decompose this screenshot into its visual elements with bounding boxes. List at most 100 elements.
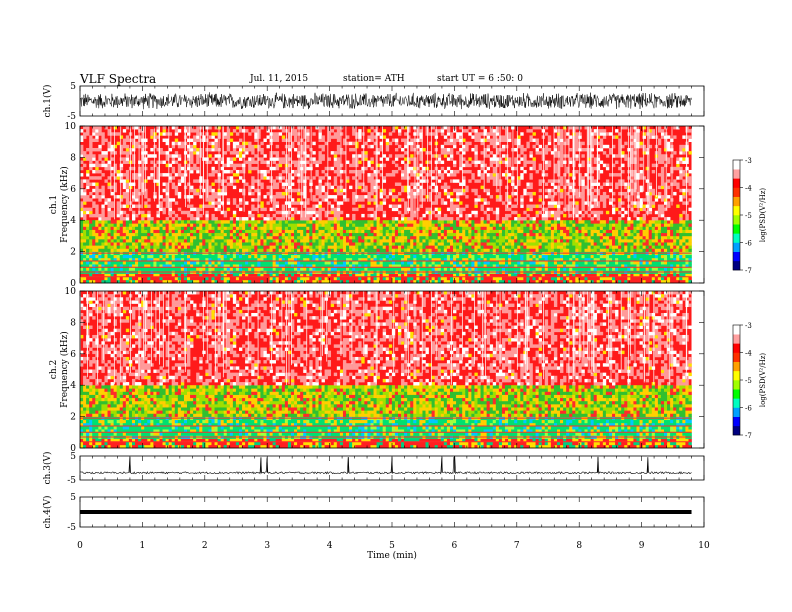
spectrogram-cell (346, 254, 350, 259)
spectrogram-cell (235, 141, 240, 146)
spectrogram-cell (492, 135, 497, 139)
spectrogram-cell (306, 257, 310, 262)
spectrogram-cell (159, 245, 163, 249)
spectrogram-cell (165, 232, 169, 237)
spectrogram-cell (287, 223, 292, 227)
spectrogram-cell (294, 276, 298, 281)
spectrogram-cell (443, 213, 448, 218)
spectrogram-cell (98, 261, 102, 265)
spectrogram-cell (196, 264, 200, 268)
spectrogram-cell (514, 191, 518, 196)
spectrogram-cell (486, 217, 491, 221)
spectrogram-cell (416, 276, 420, 281)
spectrogram-cell (190, 273, 194, 278)
spectrogram-cell (523, 264, 527, 268)
spectrogram-cell (147, 276, 151, 281)
spectrogram-cell (287, 147, 292, 152)
spectrogram-cell (514, 217, 518, 221)
spectrogram-cell (290, 232, 295, 237)
spectrogram-cell (174, 129, 179, 133)
spectrogram-cell (456, 191, 460, 196)
spectrogram-cell (254, 276, 258, 281)
spectrogram-cell (382, 273, 387, 278)
spectrogram-cell (199, 220, 203, 224)
spectrogram-cell (107, 182, 111, 186)
spectrogram-cell (453, 254, 457, 259)
spectrogram-cell (379, 248, 384, 252)
spectrogram-cell (138, 160, 142, 164)
spectrogram-cell (171, 176, 176, 180)
spectrogram-cell (456, 267, 460, 271)
spectrogram-cell (486, 220, 491, 224)
spectrogram-cell (480, 248, 484, 252)
spectrogram-cell (168, 235, 173, 240)
spectrogram-cell (367, 267, 371, 271)
spectrogram-cell (131, 242, 136, 246)
spectrogram-cell (440, 239, 445, 243)
spectrogram-cell (523, 223, 527, 227)
spectrogram-cell (223, 257, 228, 262)
spectrogram-cell (505, 213, 509, 218)
spectrogram-cell (144, 188, 148, 193)
spectrogram-cell (272, 229, 276, 234)
spectrogram-cell (297, 226, 301, 230)
spectrogram-cell (489, 257, 494, 262)
spectrogram-cell (162, 151, 166, 155)
spectrogram-cell (355, 198, 359, 202)
spectrogram-cell (462, 273, 466, 278)
spectrogram-cell (462, 235, 466, 240)
spectrogram-cell (89, 226, 93, 230)
spectrogram-cell (235, 245, 240, 249)
spectrogram-cell (330, 257, 335, 262)
spectrogram-cell (520, 223, 524, 227)
spectrogram-cell (443, 169, 448, 174)
spectrogram-cell (162, 210, 166, 215)
spectrogram-cell (199, 154, 203, 158)
spectrogram-cell (434, 239, 439, 243)
spectrogram-cell (407, 235, 411, 240)
spectrogram-cell (86, 198, 90, 202)
spectrogram-cell (486, 261, 491, 265)
spectrogram-cell (440, 185, 445, 190)
spectrogram-cell (245, 276, 249, 281)
spectrogram-cell (260, 239, 264, 243)
spectrogram-cell (266, 232, 270, 237)
plot-title: VLF Spectra (80, 72, 157, 86)
spectrogram-cell (367, 198, 371, 202)
spectrogram-cell (290, 235, 295, 240)
spectrogram-cell (238, 126, 243, 130)
spectrogram-cell (199, 242, 203, 246)
spectrogram-cell (388, 232, 393, 237)
spectrogram-cell (495, 129, 500, 133)
spectrogram-cell (287, 257, 292, 262)
spectrogram-cell (385, 254, 390, 259)
spectrogram-cell (306, 254, 310, 259)
spectrogram-cell (150, 229, 154, 234)
spectrogram-cell (306, 248, 310, 252)
spectrogram-cell (165, 235, 169, 240)
spectrogram-cell (422, 179, 426, 183)
spectrogram-cell (177, 207, 182, 212)
spectrogram-cell (462, 191, 466, 196)
spectrogram-cell (514, 147, 518, 152)
spectrogram-cell (492, 242, 497, 246)
spectrogram-cell (492, 232, 497, 237)
spectrogram-cell (385, 157, 390, 161)
spectrogram-cell (486, 135, 491, 139)
spectrogram-cell (297, 254, 301, 259)
spectrogram-cell (165, 254, 169, 259)
spectrogram-cell (89, 182, 93, 186)
spectrogram-cell (278, 257, 283, 262)
spectrogram-cell (321, 135, 325, 139)
spectrogram-cell (422, 220, 426, 224)
spectrogram-cell (128, 261, 133, 265)
spectrogram-cell (180, 220, 185, 224)
spectrogram-cell (156, 204, 160, 208)
spectrogram-cell (275, 154, 280, 158)
spectrogram-cell (370, 173, 374, 177)
spectrogram-cell (315, 235, 319, 240)
spectrogram-cell (489, 163, 494, 168)
spectrogram-cell (520, 132, 524, 136)
spectrogram-cell (251, 144, 255, 149)
spectrogram-cell (367, 229, 371, 234)
